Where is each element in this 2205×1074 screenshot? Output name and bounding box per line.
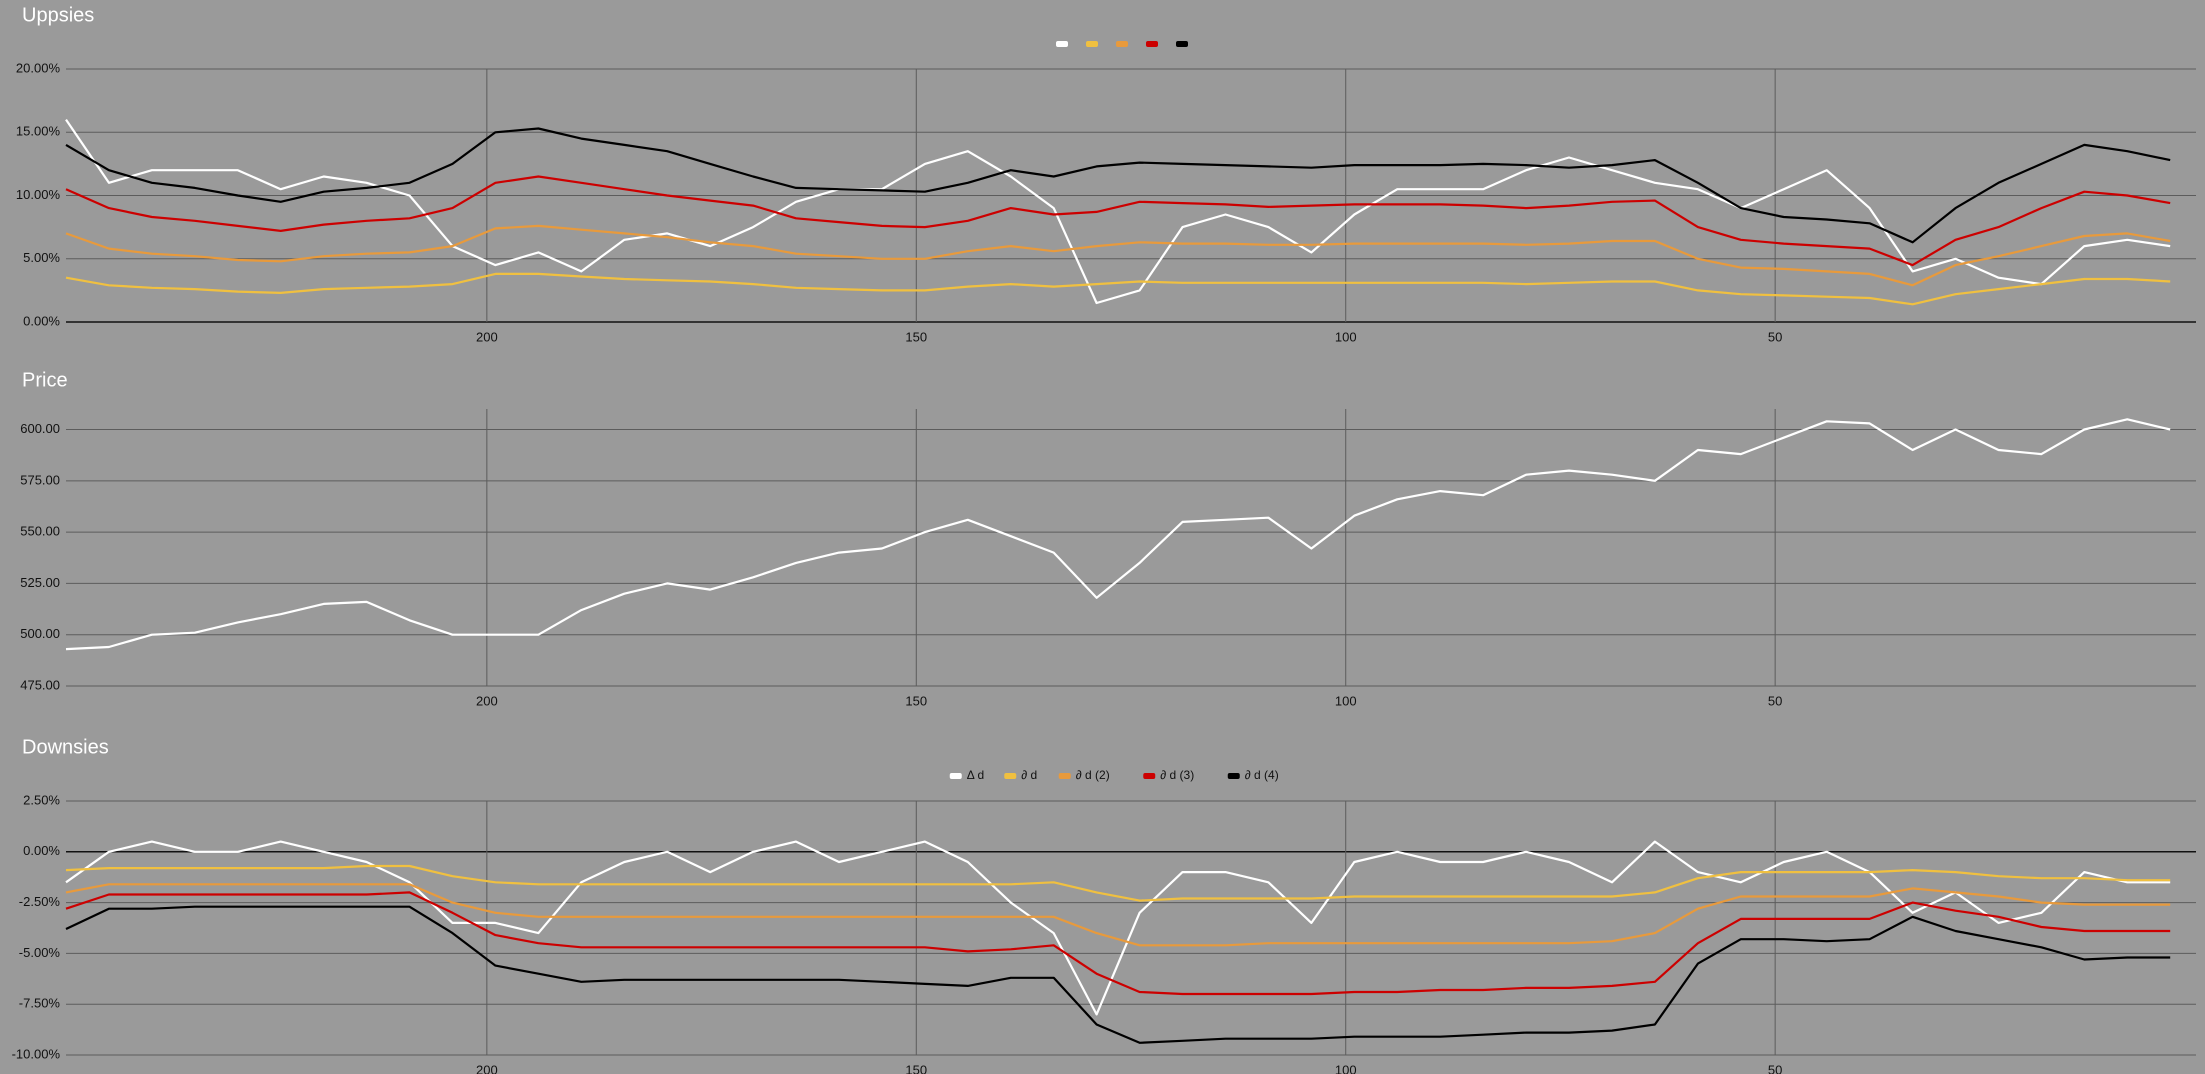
legend-swatch	[1116, 41, 1128, 47]
series-line	[65, 175, 2171, 267]
legend-swatch	[1086, 41, 1098, 47]
legend-swatch	[1143, 773, 1156, 779]
legend-swatch	[1058, 773, 1071, 779]
chart-title: Price	[22, 369, 68, 391]
legend-swatch	[1146, 41, 1158, 47]
series-line	[65, 127, 2171, 244]
y-tick-label: 550.00	[20, 524, 60, 539]
chart-title: Downsies	[22, 736, 109, 758]
legend-swatch	[1227, 773, 1240, 779]
legend-swatch	[949, 773, 962, 779]
x-tick-label: 150	[905, 1062, 927, 1074]
y-tick-label: 575.00	[20, 472, 60, 487]
legend-label: ∂ d (4)	[1245, 768, 1279, 782]
series-line	[65, 883, 2171, 947]
x-tick-label: 100	[1335, 1062, 1357, 1074]
legend-swatch	[1056, 41, 1068, 47]
series-line	[65, 118, 2171, 305]
legend-label: Δ d	[967, 768, 984, 782]
x-tick-label: 100	[1335, 329, 1357, 344]
y-tick-label: 10.00%	[16, 187, 61, 202]
legend-swatch	[1004, 773, 1017, 779]
y-tick-label: 20.00%	[16, 60, 61, 75]
series-line	[65, 224, 2171, 287]
y-tick-label: 500.00	[20, 626, 60, 641]
x-tick-label: 200	[476, 1062, 498, 1074]
series-line	[65, 864, 2171, 902]
x-tick-label: 50	[1768, 1062, 1782, 1074]
y-tick-label: 2.50%	[23, 792, 60, 807]
y-tick-label: -2.50%	[19, 894, 61, 909]
x-tick-label: 150	[905, 329, 927, 344]
y-tick-label: -10.00%	[12, 1046, 61, 1061]
series-line	[65, 840, 2171, 1016]
legend-label: ∂ d (3)	[1160, 768, 1194, 782]
x-tick-label: 50	[1768, 329, 1782, 344]
legend-label: ∂ d (2)	[1076, 768, 1110, 782]
y-tick-label: -7.50%	[19, 996, 61, 1011]
y-tick-label: 475.00	[20, 677, 60, 692]
legend-label: ∂ d	[1021, 768, 1037, 782]
chart-title: Uppsies	[22, 4, 94, 26]
x-tick-label: 150	[905, 693, 927, 708]
x-tick-label: 50	[1768, 693, 1782, 708]
series-line	[65, 905, 2171, 1044]
series-line	[65, 418, 2171, 651]
y-tick-label: 0.00%	[23, 313, 60, 328]
series-line	[65, 891, 2171, 996]
x-tick-label: 200	[476, 693, 498, 708]
x-tick-label: 200	[476, 329, 498, 344]
y-tick-label: 525.00	[20, 575, 60, 590]
y-tick-label: -5.00%	[19, 945, 61, 960]
x-tick-label: 100	[1335, 693, 1357, 708]
y-tick-label: 15.00%	[16, 124, 61, 139]
y-tick-label: 5.00%	[23, 250, 60, 265]
legend-swatch	[1176, 41, 1188, 47]
y-tick-label: 0.00%	[23, 843, 60, 858]
series-line	[65, 272, 2171, 306]
y-tick-label: 600.00	[20, 421, 60, 436]
